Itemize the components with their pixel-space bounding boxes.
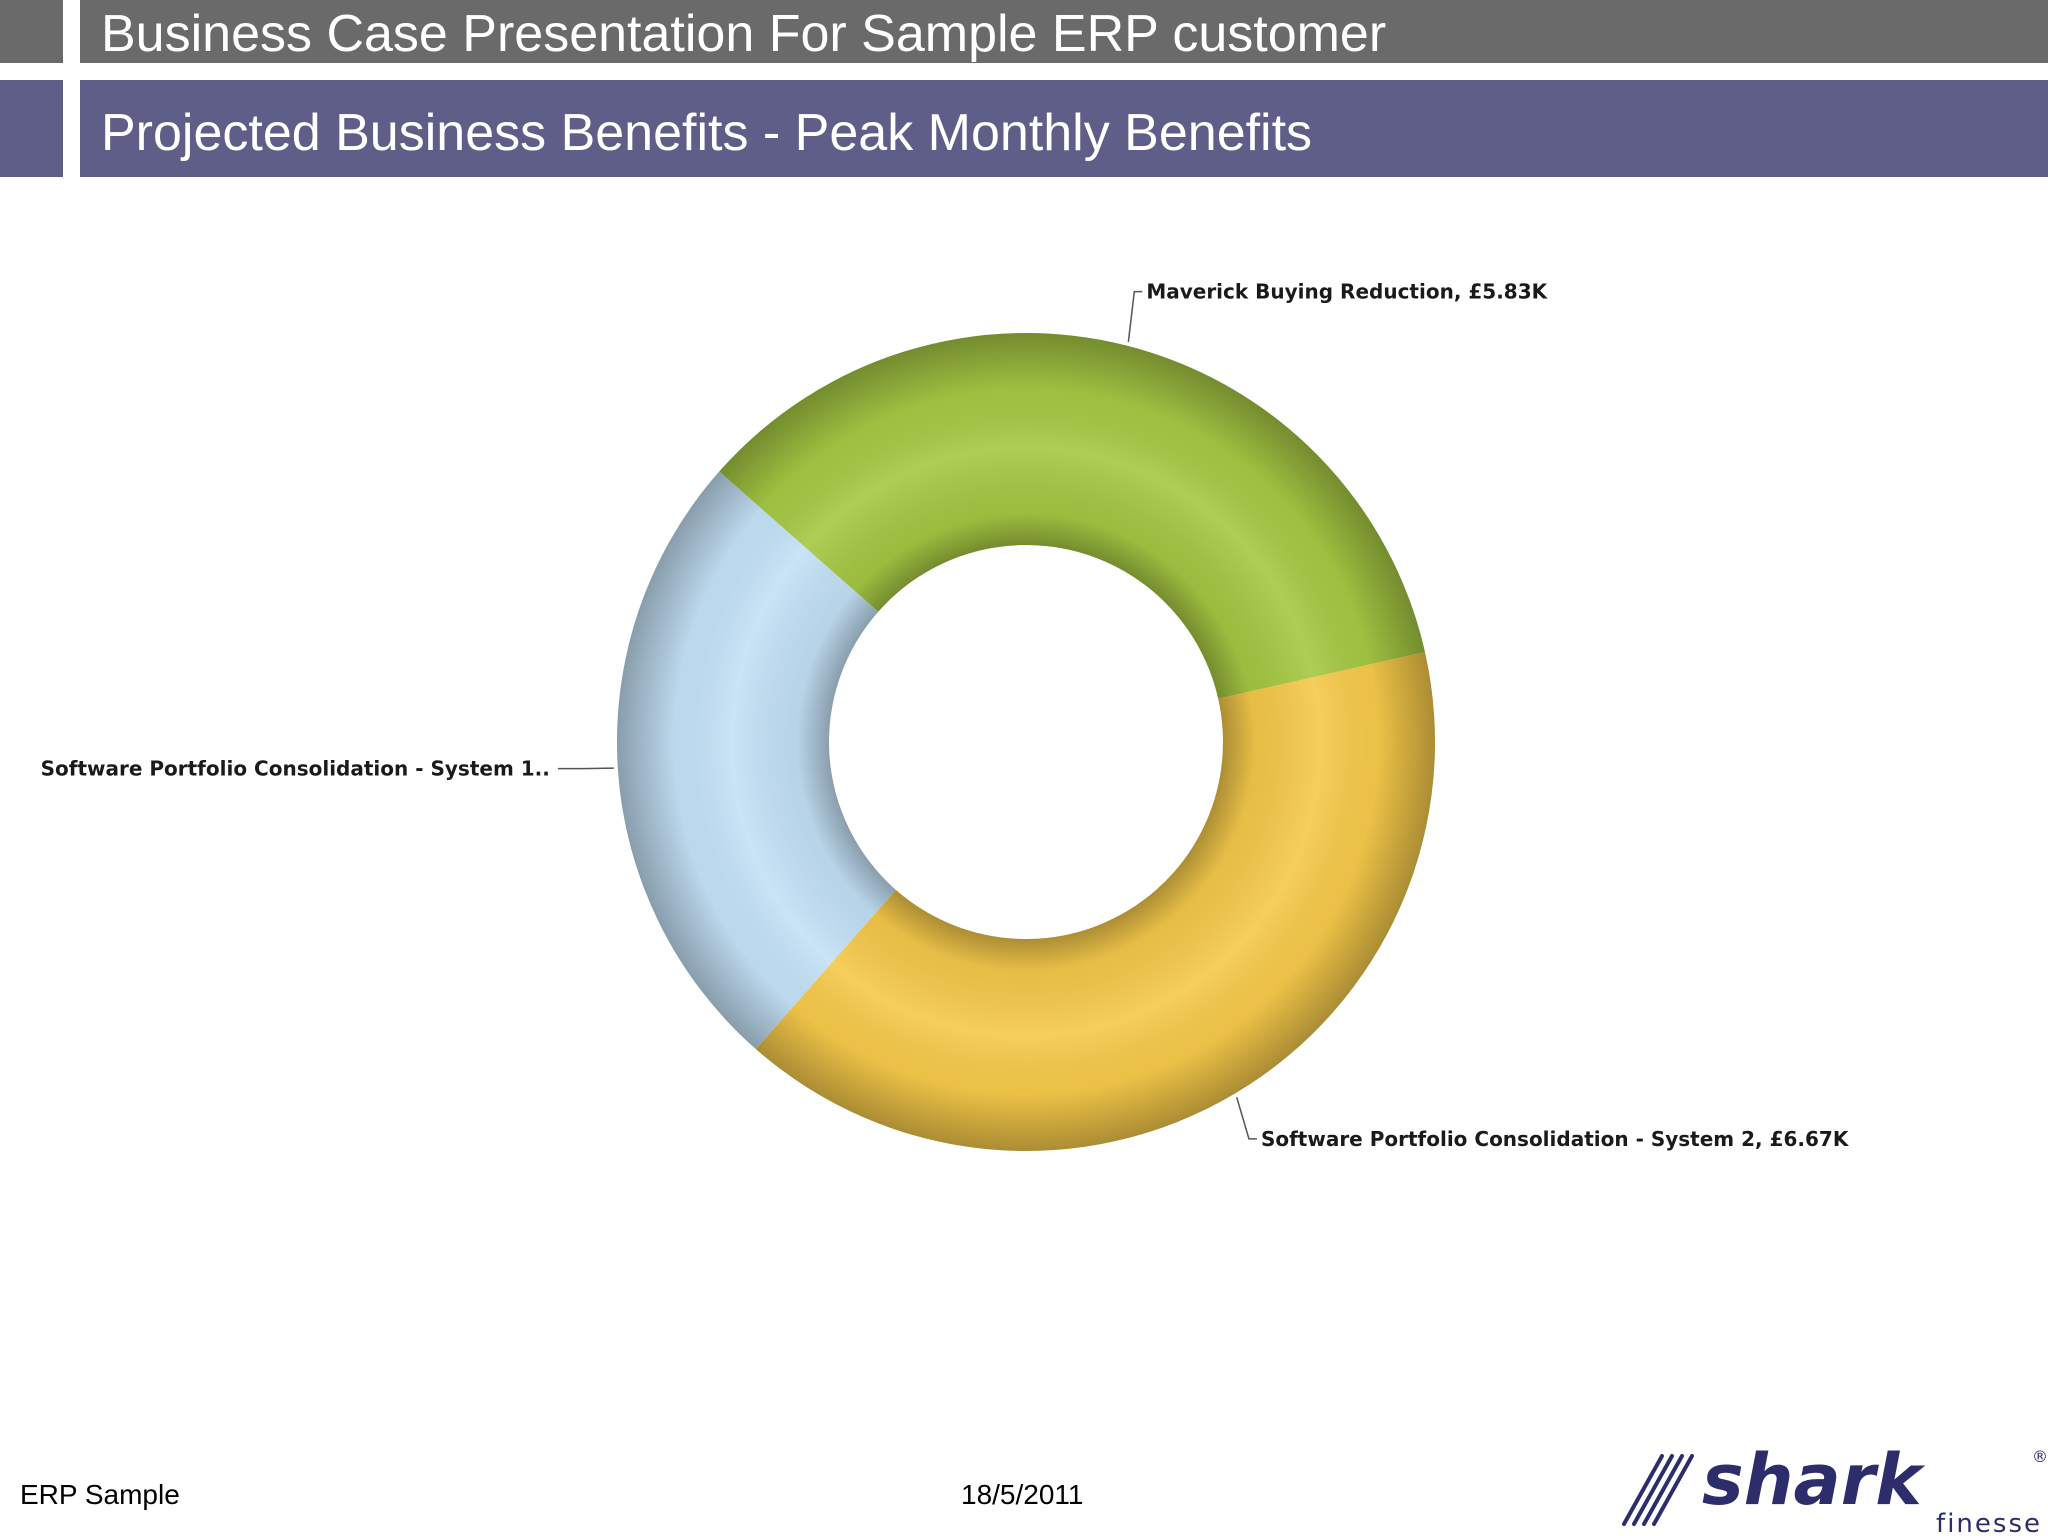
slice-label-1: Maverick Buying Reduction, £5.83K	[1146, 280, 1548, 304]
donut-chart: Maverick Buying Reduction, £5.83K Softwar…	[41, 280, 1850, 1151]
shark-logo: shark finesse ®	[1622, 1440, 2048, 1536]
header-accent-bottom	[0, 80, 63, 177]
slice-label-3: Software Portfolio Consolidation - Syste…	[41, 757, 550, 781]
leader-line-2	[1235, 1096, 1257, 1140]
logo-wordmark: shark	[1702, 1440, 1926, 1521]
slice-label-2: Software Portfolio Consolidation - Syste…	[1261, 1127, 1850, 1151]
header-accent-top	[0, 0, 63, 63]
leader-line-1	[1127, 290, 1143, 342]
leader-line-3	[557, 767, 614, 770]
presentation-title: Business Case Presentation For Sample ER…	[101, 5, 1387, 63]
header-bar-bottom	[80, 80, 2048, 177]
logo-tagline: finesse	[1936, 1509, 2042, 1536]
header-bar-top	[80, 0, 2048, 63]
footer-label: ERP Sample	[20, 1479, 180, 1510]
footer-date: 18/5/2011	[961, 1479, 1084, 1510]
slide-title: Projected Business Benefits - Peak Month…	[101, 104, 1313, 162]
svg-text:®: ®	[2032, 1447, 2048, 1466]
